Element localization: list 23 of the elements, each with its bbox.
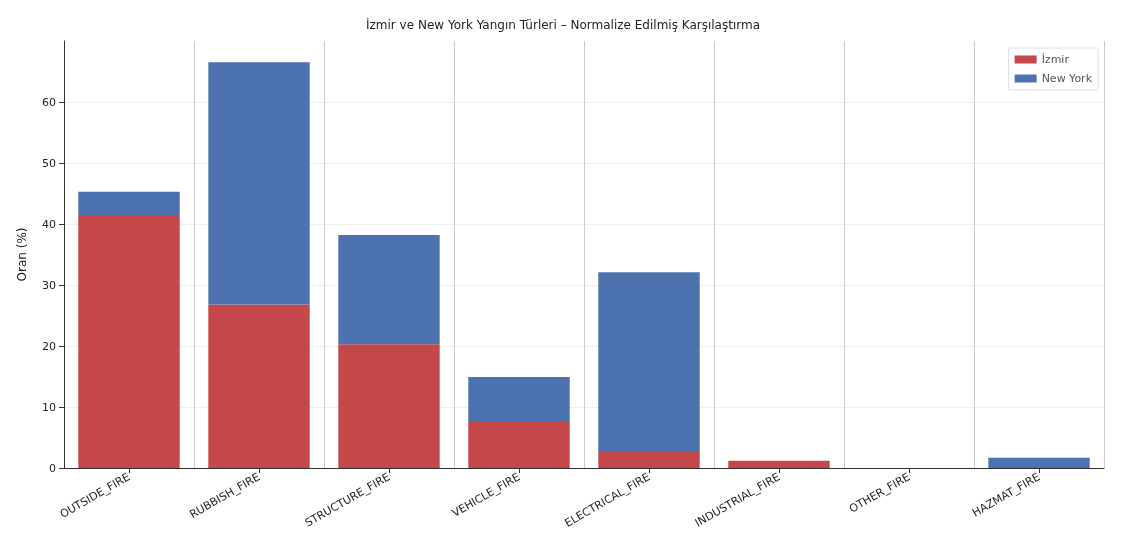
legend-label: New York: [1041, 72, 1093, 85]
bar: [598, 272, 700, 451]
bar: [338, 234, 440, 345]
bar: [728, 460, 830, 468]
bar: [78, 191, 180, 217]
y-tick-label: 30: [42, 278, 56, 292]
y-tick-label: 0: [49, 461, 56, 475]
bar: [988, 457, 1090, 468]
y-tick-label: 10: [42, 400, 56, 414]
y-tick-label: 50: [42, 156, 56, 170]
bar: [338, 344, 440, 468]
bar: [208, 62, 310, 305]
chart-title: İzmir ve New York Yangın Türleri – Normalize Edilmiş Karşılaştırma: [366, 17, 760, 32]
y-axis-title: Oran (%): [15, 227, 29, 282]
bar: [598, 450, 700, 468]
bar: [208, 304, 310, 468]
legend-label: İzmir: [1041, 53, 1070, 66]
bar: [78, 216, 180, 468]
y-tick-label: 40: [42, 217, 56, 231]
bar: [468, 377, 570, 422]
bar: [468, 421, 570, 468]
y-tick-label: 60: [42, 95, 56, 109]
y-tick-label: 20: [42, 339, 56, 353]
